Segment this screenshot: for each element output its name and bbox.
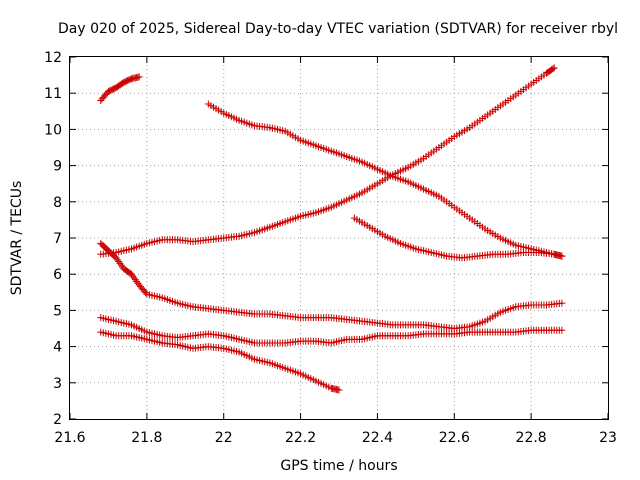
y-tick-labels: 2 3 4 5 6 7 8 9 10 11 12 [44,50,62,428]
data-point [133,277,141,285]
x-tick-label: 22.8 [516,430,547,446]
chart-title: Day 020 of 2025, Sidereal Day-to-day VTE… [58,21,618,37]
series-track-e [97,239,566,332]
data-point [335,386,343,394]
data-point [558,299,566,307]
data-point [112,254,120,262]
y-tick-label: 2 [53,412,62,428]
data-point [549,65,557,73]
x-tick-label: 21.6 [54,430,85,446]
grid-lines [70,57,608,419]
data-point [116,259,124,267]
y-tick-label: 7 [53,231,62,247]
series-track-b [204,100,566,260]
data-point [115,258,123,266]
x-axis-label: GPS time / hours [280,458,397,474]
series-track-f [97,314,566,347]
y-tick-label: 11 [44,86,62,102]
series-track-d [350,214,566,262]
plot-frame [69,56,609,420]
x-tick-label: 22.2 [285,430,316,446]
data-point [558,326,566,334]
x-tick-label: 23 [599,430,617,446]
y-tick-label: 9 [53,159,62,175]
data-points [97,64,566,394]
series-track-g [97,328,343,394]
x-tick-label: 21.8 [131,430,162,446]
data-point [550,64,558,72]
y-tick-label: 10 [44,122,62,138]
y-tick-label: 4 [53,340,62,356]
y-tick-label: 6 [53,267,62,283]
data-point [129,272,137,280]
data-point [130,274,138,282]
x-tick-label: 22 [215,430,233,446]
data-point [117,261,125,269]
data-point [558,252,566,260]
data-point [113,256,121,264]
data-point [142,289,150,297]
x-tick-label: 22.4 [362,430,393,446]
x-tick-labels: 21.6 21.8 22 22.2 22.4 22.6 22.8 23 [54,430,617,446]
series-track-a [97,73,143,104]
y-tick-label: 3 [53,376,62,392]
data-point [131,276,139,284]
y-axis-label: SDTVAR / TECUs [9,181,25,296]
axis-ticks [69,56,609,420]
y-tick-label: 5 [53,303,62,319]
y-tick-label: 8 [53,195,62,211]
data-point [135,73,143,81]
data-point [127,270,135,278]
x-tick-label: 22.6 [439,430,470,446]
series-track-c [97,64,558,258]
y-tick-label: 12 [44,50,62,66]
